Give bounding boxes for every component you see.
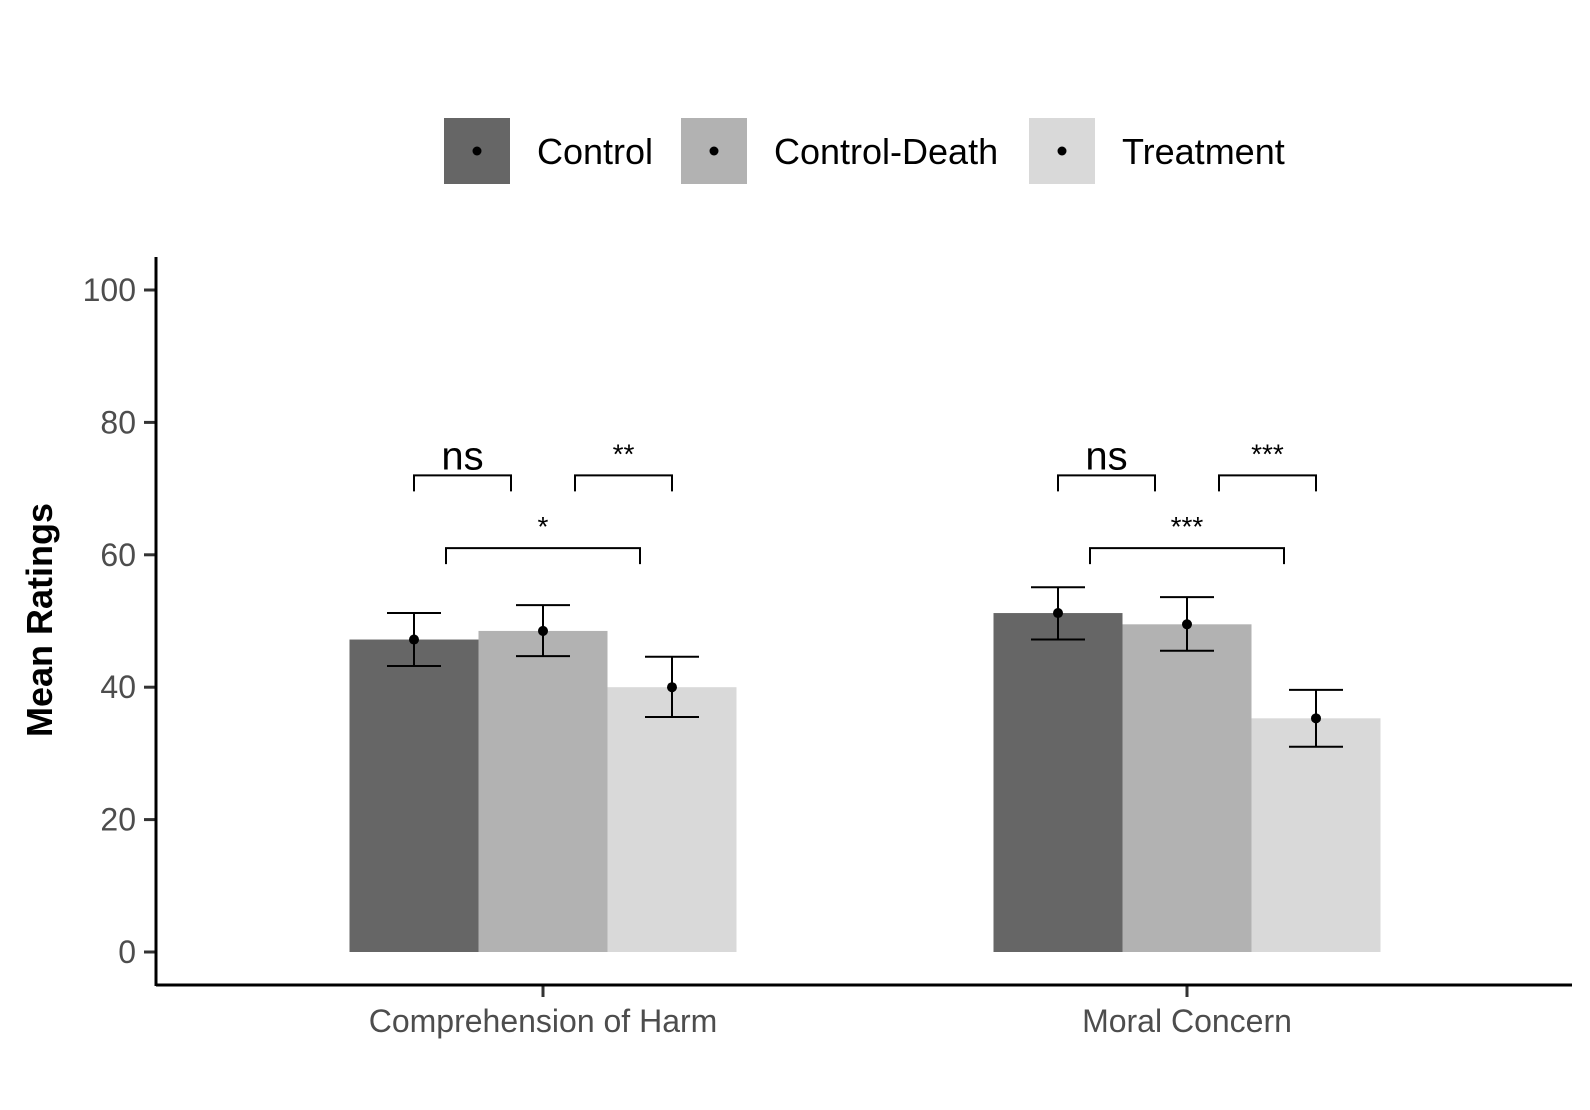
mean-point [1182, 619, 1192, 630]
significance-label: * [538, 511, 549, 542]
legend-label-control: Control [537, 131, 653, 172]
significance-label: *** [1251, 438, 1284, 469]
mean-point [538, 625, 548, 636]
mean-point [667, 682, 677, 693]
significance-bracket [574, 474, 673, 492]
y-axis-label: Mean Ratings [19, 503, 60, 737]
significance-bracket [445, 547, 641, 565]
bar [607, 687, 737, 952]
y-tick-label: 0 [118, 934, 136, 970]
y-tick-label: 80 [100, 404, 136, 440]
legend: Control Control-Death Treatment [444, 118, 1285, 184]
x-tick-label: Moral Concern [1082, 1003, 1292, 1039]
legend-dot-icon [472, 146, 482, 156]
y-tick-label: 60 [100, 537, 136, 573]
bar [349, 639, 479, 952]
legend-label-treatment: Treatment [1122, 131, 1285, 172]
significance-label: *** [1171, 511, 1204, 542]
legend-dot-icon [1057, 146, 1067, 156]
y-tick-label: 20 [100, 802, 136, 838]
significance-bracket [413, 474, 512, 492]
x-tick-label: Comprehension of Harm [369, 1003, 718, 1039]
mean-point [409, 634, 419, 645]
legend-label-control-death: Control-Death [774, 131, 998, 172]
legend-item-control: Control [444, 118, 653, 184]
bar [1122, 624, 1252, 952]
bar [478, 630, 608, 952]
mean-point [1311, 713, 1321, 724]
legend-dot-icon [709, 146, 719, 156]
y-tick-label: 40 [100, 669, 136, 705]
mean-point [1053, 608, 1063, 619]
bar [1251, 718, 1381, 952]
bar [993, 613, 1123, 952]
significance-bracket [1089, 547, 1285, 565]
significance-bracket [1218, 474, 1317, 492]
legend-item-control-death: Control-Death [681, 118, 998, 184]
significance-label: ** [613, 438, 635, 469]
y-tick-label: 100 [83, 272, 136, 308]
significance-label: ns [1085, 434, 1127, 478]
significance-label: ns [441, 434, 483, 478]
significance-bracket [1057, 474, 1156, 492]
legend-item-treatment: Treatment [1029, 118, 1285, 184]
